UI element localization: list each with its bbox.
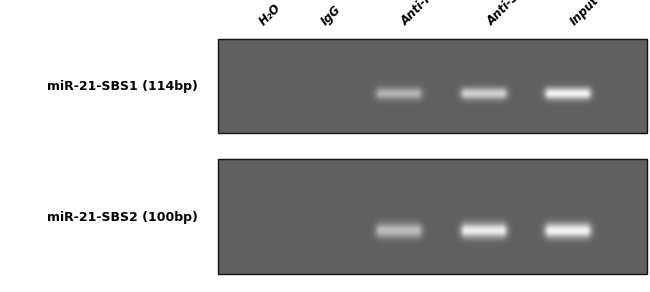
Text: miR-21-SBS1 (114bp): miR-21-SBS1 (114bp) <box>47 80 198 93</box>
Text: Anti-Pol II: Anti-Pol II <box>398 0 454 28</box>
Text: H₂O: H₂O <box>257 1 283 28</box>
Text: miR-21-SBS2 (100bp): miR-21-SBS2 (100bp) <box>47 211 198 224</box>
Bar <box>218 39 647 133</box>
Bar <box>218 159 647 274</box>
Text: Input: Input <box>567 0 601 28</box>
Text: Anti-Smad3-P: Anti-Smad3-P <box>484 0 558 28</box>
Text: IgG: IgG <box>318 3 343 28</box>
